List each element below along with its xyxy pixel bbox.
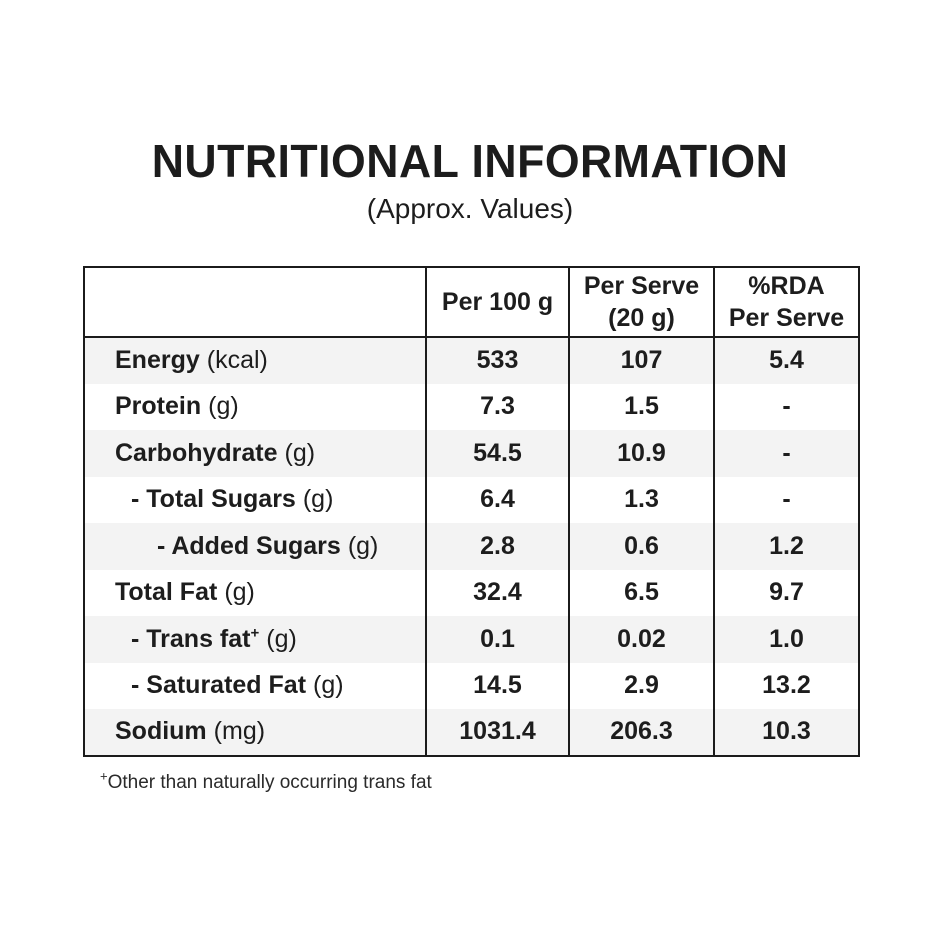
- value-per-serve: 10.9: [568, 430, 715, 477]
- value-per-serve: 107: [568, 337, 715, 384]
- table-row: - Added Sugars (g) 2.8 0.6 1.2: [83, 523, 860, 570]
- table-row: - Saturated Fat (g) 14.5 2.9 13.2: [83, 662, 860, 709]
- nutrient-superscript: +: [250, 624, 260, 642]
- nutrient-unit: (g): [302, 485, 334, 514]
- table-row: - Total Sugars (g) 6.4 1.3 -: [83, 476, 860, 523]
- column-header-nutrient: [83, 266, 427, 338]
- nutrition-table: Per 100 g Per Serve (20 g) %RDA Per Serv…: [83, 266, 860, 757]
- nutrient-label-cell: Protein (g): [83, 383, 427, 430]
- header-row: Per 100 g Per Serve (20 g) %RDA Per Serv…: [83, 266, 860, 338]
- value-rda-per-serve: -: [713, 476, 860, 523]
- nutrient-unit: (g): [284, 438, 316, 467]
- nutrient-name: - Saturated Fat: [131, 671, 307, 700]
- column-header-per-serve: Per Serve (20 g): [568, 266, 715, 338]
- value-rda-per-serve: -: [713, 430, 860, 477]
- nutrient-unit: (mg): [213, 717, 266, 746]
- nutrient-label-cell: - Saturated Fat (g): [83, 662, 427, 709]
- table-row: Carbohydrate (g) 54.5 10.9 -: [83, 430, 860, 477]
- nutrient-unit: (g): [313, 671, 344, 700]
- value-per-100g: 32.4: [425, 569, 570, 616]
- footnote: +Other than naturally occurring trans fa…: [100, 768, 432, 794]
- value-per-100g: 54.5: [425, 430, 570, 477]
- value-per-serve: 0.6: [568, 523, 715, 570]
- nutrient-name: Total Fat: [115, 578, 218, 607]
- page-title: NUTRITIONAL INFORMATION: [151, 135, 789, 187]
- table-body: Energy (kcal) 533 107 5.4 Protein (g) 7.3 …: [83, 337, 860, 757]
- nutrient-label-cell: Sodium (mg): [83, 709, 427, 757]
- value-per-serve: 0.02: [568, 616, 715, 663]
- table-row: - Trans fat+ (g) 0.1 0.02 1.0: [83, 616, 860, 663]
- nutrient-label-cell: Carbohydrate (g): [83, 430, 427, 477]
- value-rda-per-serve: -: [713, 383, 860, 430]
- value-rda-per-serve: 1.2: [713, 523, 860, 570]
- value-per-serve: 206.3: [568, 709, 715, 757]
- value-per-100g: 2.8: [425, 523, 570, 570]
- nutrient-unit: (g): [266, 624, 297, 653]
- nutrient-unit: (g): [347, 531, 379, 560]
- nutrient-label-cell: Energy (kcal): [83, 337, 427, 384]
- nutrient-name: - Total Sugars: [131, 485, 296, 514]
- nutrient-name: - Added Sugars: [157, 531, 341, 560]
- table-row: Sodium (mg) 1031.4 206.3 10.3: [83, 709, 860, 757]
- value-rda-per-serve: 1.0: [713, 616, 860, 663]
- nutrient-unit: (g): [208, 392, 239, 421]
- column-header-per-100g: Per 100 g: [425, 266, 570, 338]
- table-row: Energy (kcal) 533 107 5.4: [83, 337, 860, 384]
- value-rda-per-serve: 9.7: [713, 569, 860, 616]
- nutrient-name: Sodium: [115, 717, 207, 746]
- nutrient-label-cell: Total Fat (g): [83, 569, 427, 616]
- nutrient-unit: (kcal): [206, 346, 268, 375]
- value-per-100g: 6.4: [425, 476, 570, 523]
- value-per-serve: 1.5: [568, 383, 715, 430]
- column-header-rda-per-serve: %RDA Per Serve: [713, 266, 860, 338]
- nutrient-label-cell: - Total Sugars (g): [83, 476, 427, 523]
- table-header: Per 100 g Per Serve (20 g) %RDA Per Serv…: [83, 266, 860, 338]
- nutrient-unit: (g): [224, 578, 255, 607]
- nutrient-name: Carbohydrate: [115, 438, 278, 467]
- value-per-100g: 533: [425, 337, 570, 384]
- value-rda-per-serve: 10.3: [713, 709, 860, 757]
- value-per-100g: 1031.4: [425, 709, 570, 757]
- value-rda-per-serve: 13.2: [713, 662, 860, 709]
- value-per-100g: 0.1: [425, 616, 570, 663]
- page-subtitle: (Approx. Values): [366, 193, 574, 224]
- value-per-serve: 2.9: [568, 662, 715, 709]
- table-row: Total Fat (g) 32.4 6.5 9.7: [83, 569, 860, 616]
- value-per-100g: 14.5: [425, 662, 570, 709]
- value-rda-per-serve: 5.4: [713, 337, 860, 384]
- nutrient-label-cell: - Trans fat+ (g): [83, 616, 427, 663]
- value-per-serve: 1.3: [568, 476, 715, 523]
- value-per-serve: 6.5: [568, 569, 715, 616]
- table-row: Protein (g) 7.3 1.5 -: [83, 383, 860, 430]
- footnote-text: Other than naturally occurring trans fat: [107, 772, 432, 793]
- nutrient-name: - Trans fat: [131, 624, 251, 653]
- nutrient-name: Protein: [115, 392, 202, 421]
- nutrient-label-cell: - Added Sugars (g): [83, 523, 427, 570]
- nutrient-name: Energy: [115, 346, 200, 375]
- value-per-100g: 7.3: [425, 383, 570, 430]
- footnote-superscript: +: [100, 768, 108, 784]
